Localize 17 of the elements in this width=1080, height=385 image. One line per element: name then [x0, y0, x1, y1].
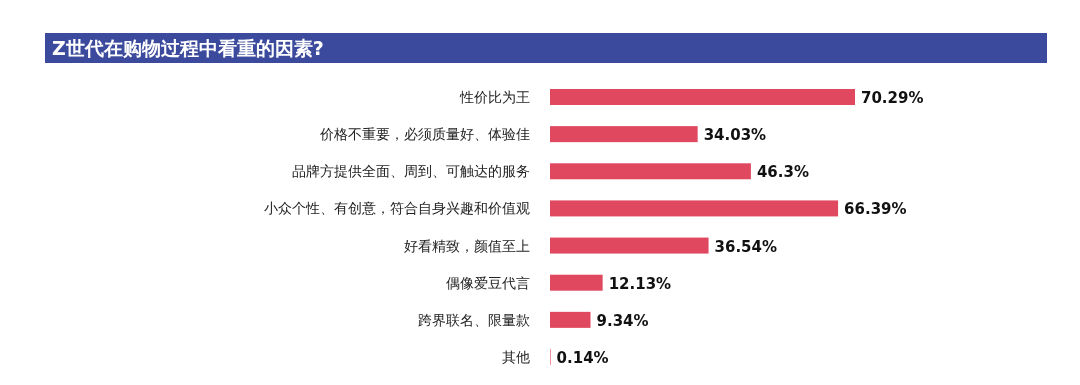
- value-label: 9.34%: [596, 311, 649, 330]
- title: Z世代在购物过程中看重的因素?: [52, 37, 324, 59]
- value-label: 36.54%: [714, 237, 778, 256]
- value-label: 70.29%: [861, 89, 924, 107]
- category-label: 小众个性、有创意，符合自身兴趣和价值观: [264, 200, 530, 217]
- category-label: 价格不重要，必须质量好、体验佳: [320, 126, 530, 143]
- category-label: 偶像爱豆代言: [446, 274, 530, 291]
- value-label: 66.39%: [844, 200, 907, 219]
- category-label: 品牌方提供全面、周到、可触达的服务: [292, 163, 530, 180]
- category-label: 跨界联名、限量款: [418, 311, 530, 328]
- value-label: 12.13%: [608, 274, 672, 293]
- value-label: 0.14%: [556, 349, 609, 367]
- category-label: 好看精致，颜值至上: [404, 237, 530, 254]
- category-label: 其他: [502, 349, 530, 365]
- category-label: 性价比为王: [460, 89, 530, 105]
- value-label: 34.03%: [703, 126, 767, 145]
- value-label: 46.3%: [756, 163, 809, 182]
